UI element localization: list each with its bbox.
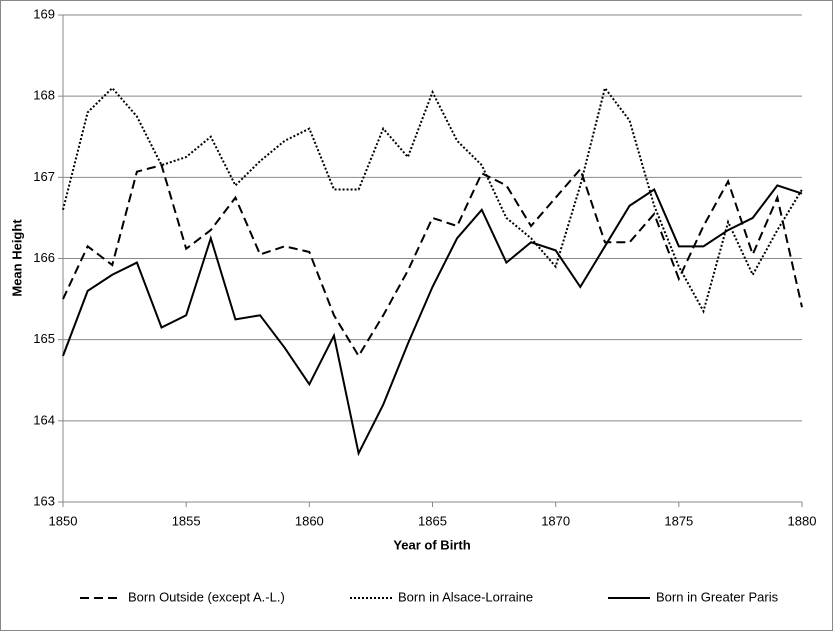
y-tick-label: 166	[33, 250, 55, 265]
y-tick-label: 165	[33, 331, 55, 346]
series-line	[62, 184, 803, 457]
y-tick-label: 168	[33, 88, 55, 103]
legend-label: Born Outside (except A.-L.)	[128, 589, 285, 604]
legend-label: Born in Greater Paris	[656, 589, 779, 604]
series-line	[62, 163, 803, 358]
x-tick-label: 1860	[295, 513, 324, 528]
x-tick-label: 1850	[49, 513, 78, 528]
x-tick-label: 1880	[788, 513, 817, 528]
legend-label: Born in Alsace-Lorraine	[398, 589, 533, 604]
y-tick-label: 167	[33, 169, 55, 184]
x-tick-label: 1875	[664, 513, 693, 528]
y-tick-label: 164	[33, 412, 55, 427]
y-tick-label: 169	[33, 6, 55, 21]
y-axis-title: Mean Height	[9, 219, 24, 297]
x-tick-label: 1870	[541, 513, 570, 528]
x-tick-label: 1855	[172, 513, 201, 528]
series-line	[62, 85, 803, 314]
x-tick-label: 1865	[418, 513, 447, 528]
x-axis-title: Year of Birth	[393, 537, 470, 552]
y-tick-label: 163	[33, 493, 55, 508]
